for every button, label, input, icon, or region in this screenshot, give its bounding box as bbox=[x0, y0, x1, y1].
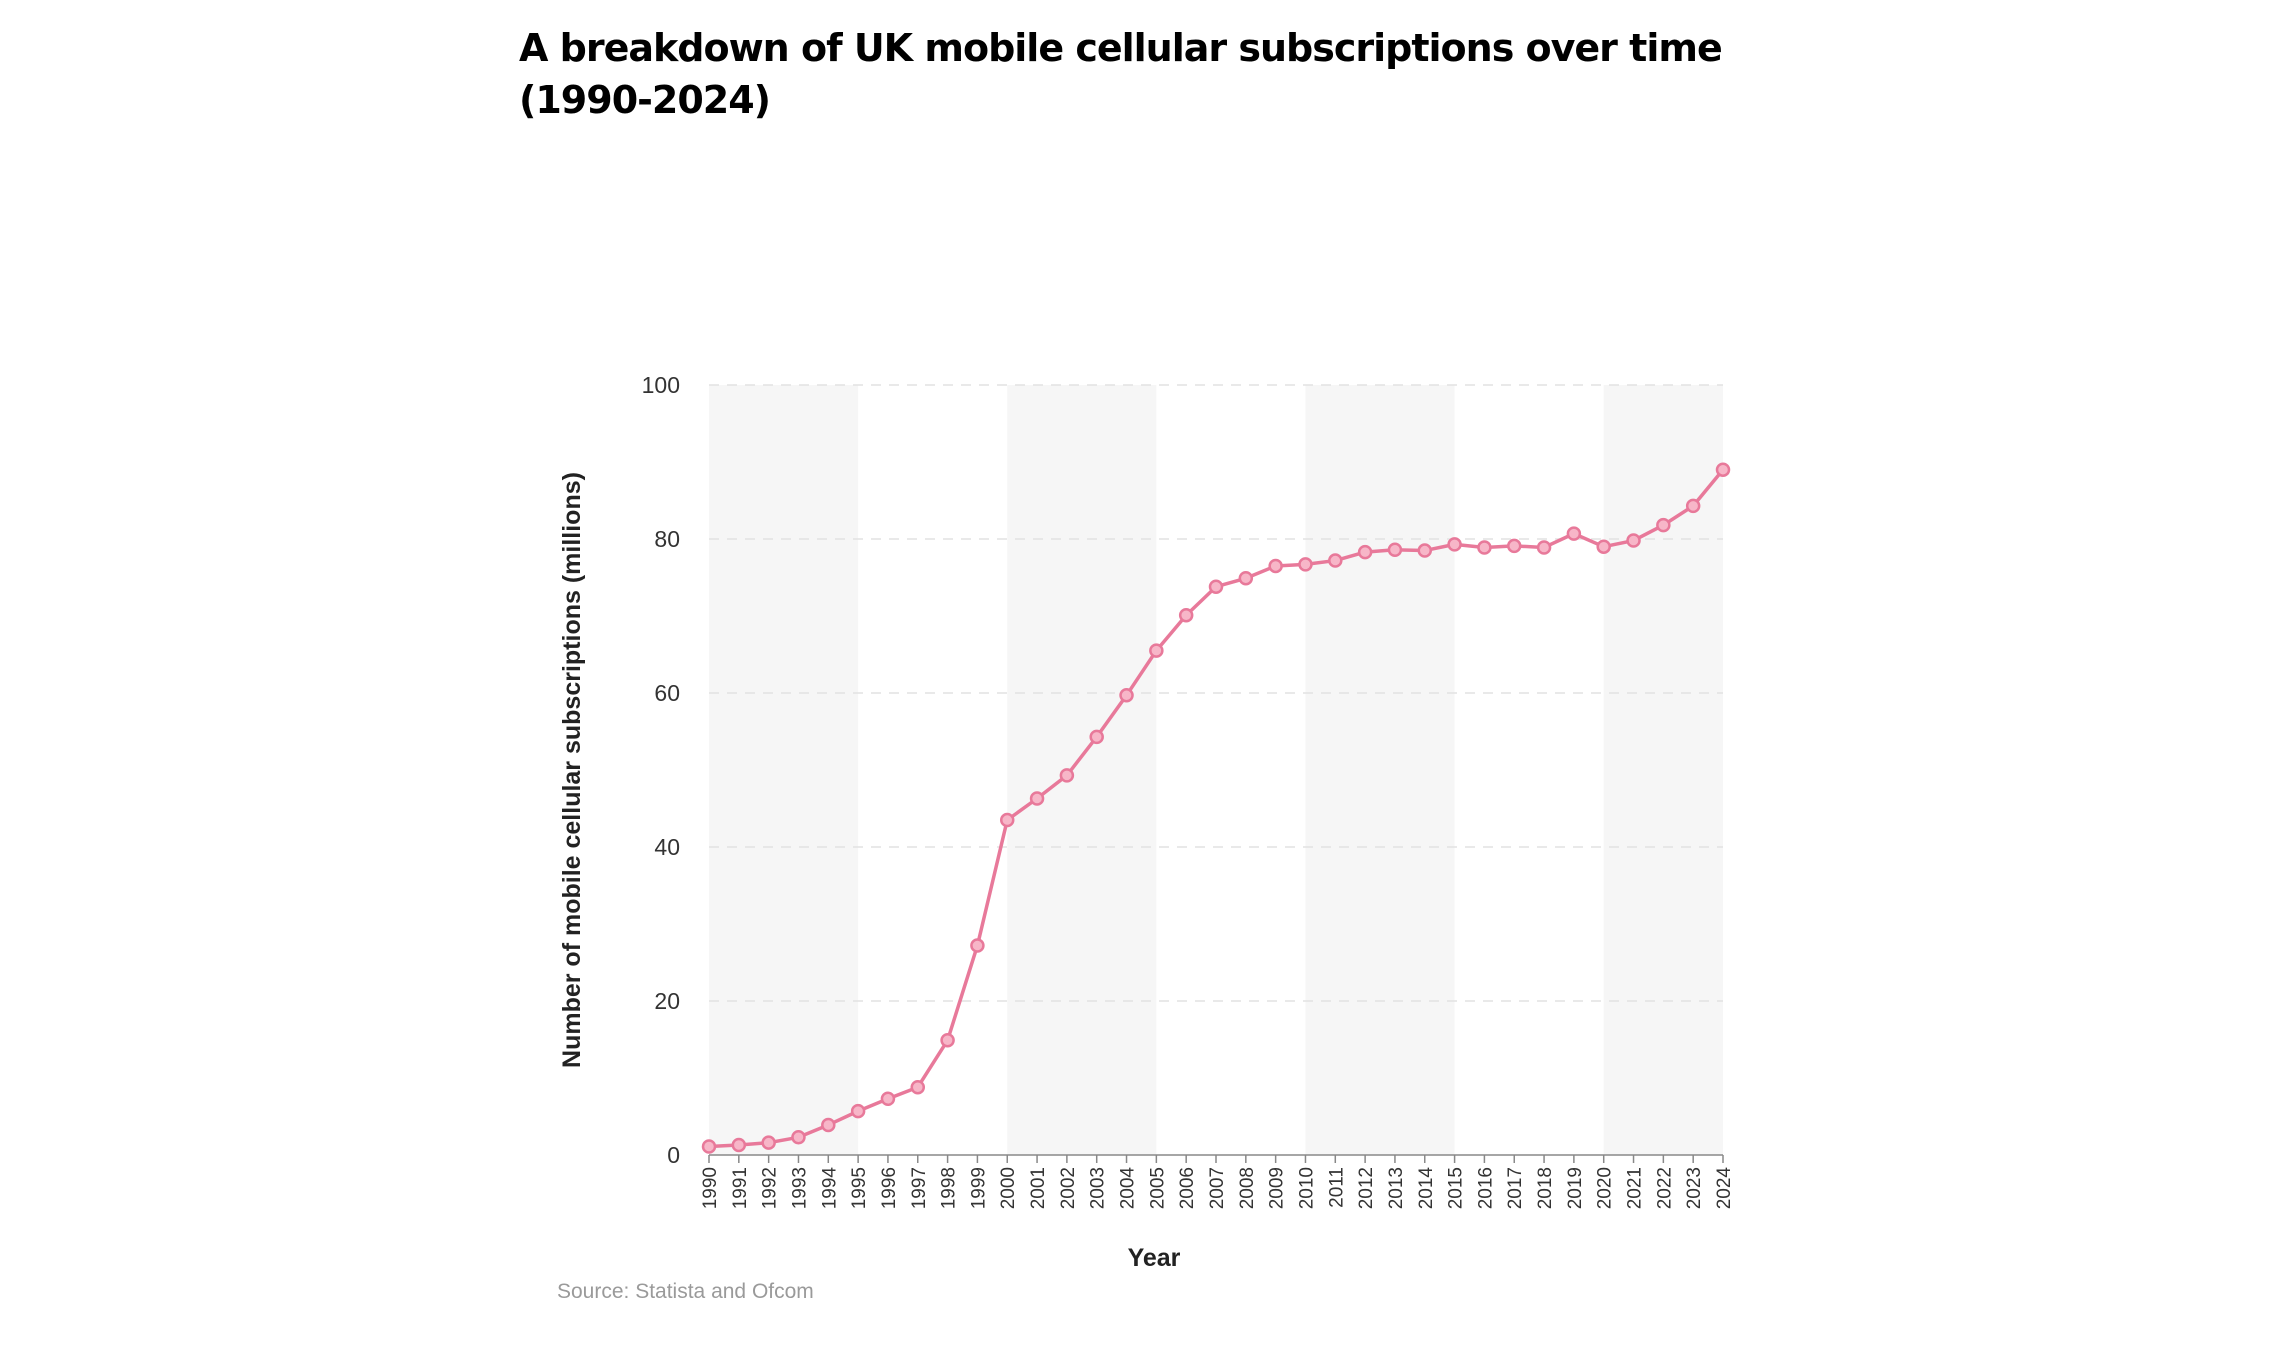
data-point bbox=[1536, 540, 1552, 555]
x-tick-label: 2001 bbox=[1028, 1167, 1049, 1209]
data-point bbox=[1626, 533, 1641, 548]
data-point bbox=[1417, 543, 1433, 558]
data-point bbox=[1328, 553, 1343, 568]
x-tick-label: 1995 bbox=[849, 1167, 870, 1209]
y-tick-label: 20 bbox=[654, 988, 680, 1014]
x-tick-label: 2011 bbox=[1326, 1167, 1347, 1208]
data-point bbox=[1178, 607, 1194, 623]
data-point bbox=[1119, 688, 1134, 703]
data-point bbox=[701, 1139, 717, 1154]
x-tick-label: 1994 bbox=[819, 1167, 840, 1210]
source-note: Source: Statista and Ofcom bbox=[557, 1280, 814, 1303]
x-tick-label: 2021 bbox=[1625, 1167, 1646, 1209]
x-tick-label: 2007 bbox=[1207, 1167, 1228, 1209]
data-point bbox=[731, 1137, 747, 1153]
shaded-band bbox=[1007, 385, 1157, 1155]
x-tick-label: 1991 bbox=[730, 1167, 751, 1209]
data-point bbox=[910, 1079, 926, 1095]
data-point bbox=[1238, 571, 1254, 586]
data-point bbox=[1208, 579, 1224, 594]
series-line bbox=[708, 468, 1725, 1149]
x-tick-label: 1997 bbox=[909, 1167, 930, 1209]
x-tick-label: 2019 bbox=[1565, 1167, 1586, 1209]
data-point bbox=[1059, 768, 1075, 783]
x-tick-label: 1998 bbox=[939, 1167, 960, 1209]
data-point bbox=[1298, 557, 1313, 572]
data-point bbox=[1447, 537, 1462, 552]
x-tick-label: 1996 bbox=[879, 1167, 900, 1209]
x-tick-label: 2005 bbox=[1147, 1167, 1168, 1209]
data-point bbox=[1656, 517, 1671, 533]
x-tick-label: 2016 bbox=[1475, 1167, 1496, 1209]
x-tick-label: 2022 bbox=[1654, 1167, 1675, 1209]
x-tick-label: 2012 bbox=[1356, 1167, 1377, 1209]
data-point bbox=[1357, 544, 1373, 560]
shaded-band bbox=[1305, 385, 1455, 1155]
x-tick-label: 2023 bbox=[1684, 1167, 1705, 1209]
x-tick-label: 2018 bbox=[1535, 1167, 1556, 1209]
x-tick-label: 2014 bbox=[1416, 1167, 1437, 1210]
x-axis-title: Year bbox=[1128, 1244, 1181, 1272]
x-tick-label: 2017 bbox=[1505, 1167, 1526, 1209]
data-point bbox=[1596, 539, 1611, 554]
x-tick-label: 1993 bbox=[789, 1167, 810, 1209]
data-point bbox=[821, 1117, 836, 1133]
data-point bbox=[970, 938, 985, 953]
x-tick-label: 1992 bbox=[760, 1167, 781, 1209]
data-point bbox=[1387, 542, 1403, 558]
x-tick-label: 2015 bbox=[1446, 1167, 1467, 1209]
x-tick-label: 1990 bbox=[700, 1167, 721, 1209]
y-tick-label: 60 bbox=[654, 680, 680, 706]
x-tick-label: 2008 bbox=[1237, 1167, 1258, 1209]
x-tick-label: 2004 bbox=[1118, 1167, 1139, 1210]
x-tick-label: 1999 bbox=[968, 1167, 989, 1209]
data-point bbox=[1268, 558, 1283, 574]
x-tick-label: 2000 bbox=[998, 1167, 1019, 1209]
y-tick-label: 40 bbox=[654, 834, 680, 860]
x-tick-label: 2002 bbox=[1058, 1167, 1079, 1209]
data-point bbox=[1089, 729, 1104, 745]
x-tick-label: 2006 bbox=[1177, 1167, 1198, 1209]
y-tick-label: 80 bbox=[654, 526, 680, 552]
x-tick-label: 2009 bbox=[1267, 1167, 1288, 1209]
x-tick-label: 2020 bbox=[1595, 1167, 1616, 1209]
data-point bbox=[791, 1130, 806, 1145]
data-point bbox=[1029, 791, 1045, 806]
data-point bbox=[761, 1135, 776, 1150]
y-tick-label: 0 bbox=[667, 1142, 680, 1168]
data-point bbox=[880, 1091, 896, 1107]
chart-title: A breakdown of UK mobile cellular subscr… bbox=[519, 26, 1723, 122]
data-point bbox=[940, 1033, 955, 1048]
data-point bbox=[1506, 538, 1522, 554]
data-point bbox=[1477, 540, 1492, 555]
x-tick-label: 2013 bbox=[1386, 1167, 1407, 1209]
x-tick-label: 2010 bbox=[1296, 1167, 1317, 1209]
x-tick-label: 2024 bbox=[1714, 1167, 1735, 1210]
y-tick-label: 100 bbox=[642, 372, 680, 398]
shaded-band bbox=[1603, 385, 1723, 1155]
shaded-band bbox=[709, 385, 859, 1155]
data-point bbox=[850, 1103, 866, 1119]
data-point bbox=[999, 812, 1015, 828]
data-point bbox=[1715, 462, 1731, 477]
x-tick-label: 2003 bbox=[1088, 1167, 1109, 1209]
data-point bbox=[1685, 498, 1701, 514]
data-point bbox=[1149, 643, 1164, 658]
y-axis-title: Number of mobile cellular subscriptions … bbox=[558, 472, 586, 1068]
data-point bbox=[1566, 526, 1582, 541]
